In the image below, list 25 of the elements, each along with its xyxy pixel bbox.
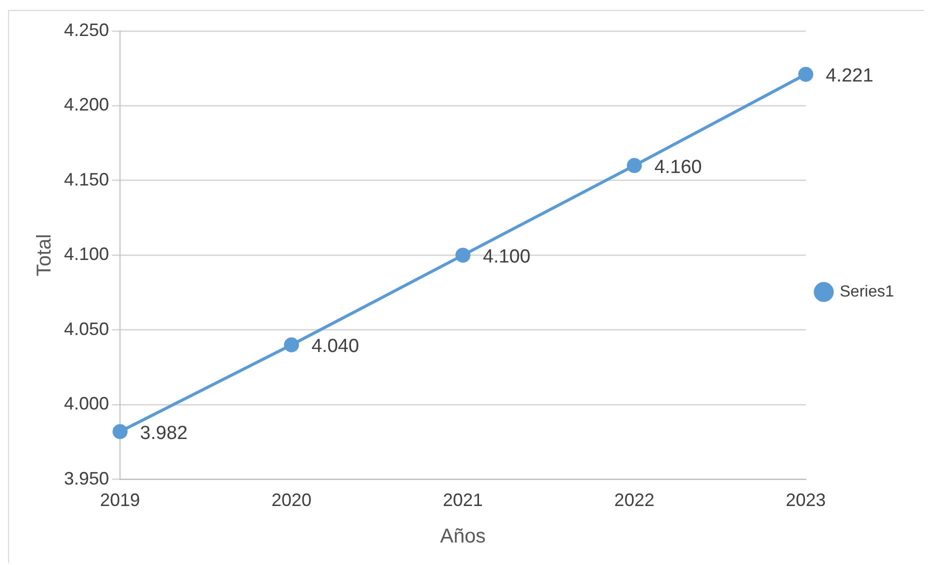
point [455,248,470,263]
x-tick-label: 2021 [442,490,483,510]
data-label: 4.160 [654,156,702,178]
data-label: 4.221 [826,66,874,87]
y-tick-label: 4.050 [64,318,110,339]
y-tick-label: 4.000 [64,394,110,414]
x-axis-title: Años [440,526,486,548]
point [284,337,299,352]
x-tick-label: 2023 [786,490,826,510]
data-label: 3.982 [140,422,188,444]
point [798,66,814,82]
y-axis-title: Total [34,234,56,276]
y-tick-label: 3.950 [64,468,110,488]
y-tick-label: 4.100 [64,244,110,264]
point [112,424,128,440]
x-tick-label: 2020 [271,490,312,510]
point [626,158,642,174]
y-tick-label: 4.150 [64,169,110,190]
x-tick-label: 2022 [614,490,654,510]
y-tick-label: 4.200 [64,94,110,115]
legend-label: Series1 [840,283,894,300]
data-label: 4.100 [482,246,530,268]
data-label: 4.040 [311,336,360,358]
x-tick-label: 2019 [100,490,140,510]
y-tick-label: 4.250 [64,20,110,40]
